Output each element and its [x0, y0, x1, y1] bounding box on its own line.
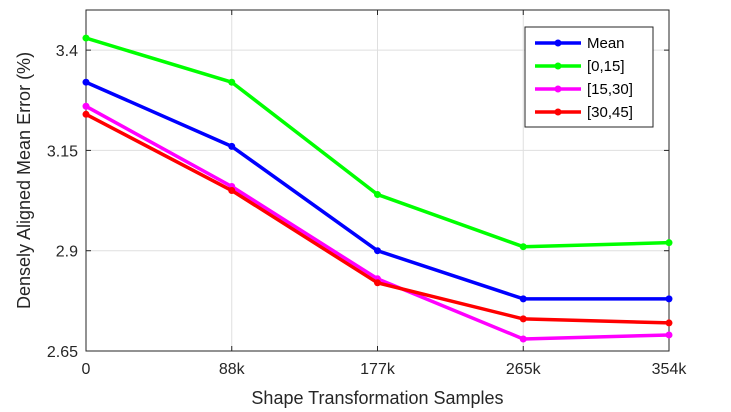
x-tick-label: 0: [82, 361, 91, 378]
data-point: [374, 191, 381, 199]
x-tick-labels: 0 88k 177k 265k 354k: [82, 361, 688, 378]
y-tick-labels: 2.65 2.9 3.15 3.4: [47, 43, 78, 361]
y-tick-label: 2.9: [56, 244, 78, 261]
grid-lines: [86, 10, 669, 351]
legend-marker: [554, 85, 562, 93]
x-tick-label: 177k: [360, 361, 396, 378]
data-point: [665, 239, 673, 247]
data-point: [82, 34, 90, 42]
legend-label: [30,45]: [587, 104, 633, 121]
data-point: [82, 102, 90, 110]
series-0: [82, 78, 673, 303]
x-tick-label: 265k: [506, 361, 542, 378]
data-point: [665, 295, 673, 303]
legend-item: [0,15]: [535, 58, 625, 75]
data-point: [519, 335, 527, 343]
data-point: [228, 187, 236, 195]
legend: Mean [0,15] [15,30] [30,45]: [524, 26, 654, 128]
data-point: [665, 319, 673, 327]
data-point: [665, 331, 673, 339]
data-point: [519, 315, 527, 323]
data-point: [519, 295, 527, 303]
legend-label: [15,30]: [587, 81, 633, 98]
legend-item: [15,30]: [535, 81, 633, 98]
data-point: [519, 243, 527, 251]
legend-marker: [554, 39, 562, 47]
data-point: [228, 142, 236, 150]
legend-item: [30,45]: [535, 104, 633, 121]
x-tick-label: 88k: [219, 361, 246, 378]
y-axis-title: Densely Aligned Mean Error (%): [14, 52, 34, 309]
data-point: [82, 110, 90, 118]
legend-label: [0,15]: [587, 58, 625, 75]
series-lines: [82, 34, 673, 343]
legend-item: Mean: [535, 35, 625, 52]
legend-marker: [554, 108, 562, 116]
y-tick-label: 3.15: [47, 143, 78, 160]
axis-ticks: [85, 10, 670, 352]
x-tick-label: 354k: [652, 361, 688, 378]
data-point: [374, 279, 381, 287]
y-tick-label: 3.4: [56, 43, 78, 60]
x-axis-title: Shape Transformation Samples: [251, 388, 503, 408]
data-point: [228, 78, 236, 86]
data-point: [82, 78, 90, 86]
y-tick-label: 2.65: [47, 344, 78, 361]
series-3: [82, 110, 673, 327]
legend-label: Mean: [587, 35, 625, 52]
legend-marker: [554, 62, 562, 70]
series-1: [82, 34, 673, 251]
data-point: [374, 247, 381, 255]
